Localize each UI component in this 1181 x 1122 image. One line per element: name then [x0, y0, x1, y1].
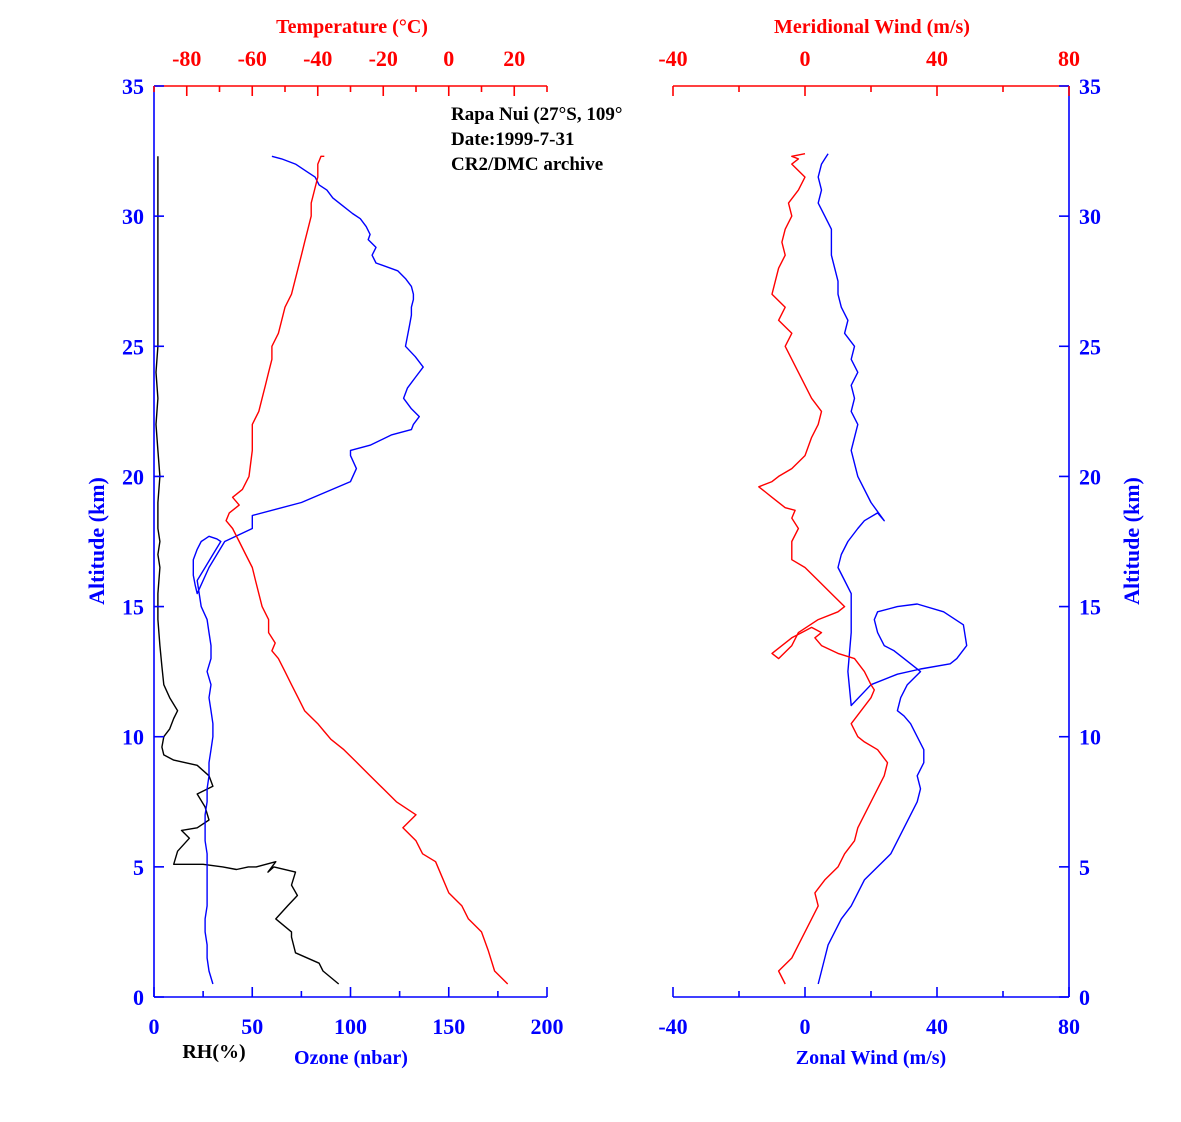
- meridional-wind-m-s-series-line: [758, 153, 889, 985]
- wind-chart-axes: 0 5 10 15 20 25 30 35 -40 0 40 80 -40 0 40 80: [658, 46, 1101, 1039]
- altitude-tick-label-20: 20: [1079, 464, 1101, 489]
- top-temperature-axis-title: Temperature (°C): [276, 16, 428, 38]
- altitude-tick-label-0: 0: [1079, 985, 1090, 1010]
- wind-chart: 0 5 10 15 20 25 30 35 -40 0 40 80 -40 0 40 80 Altitude …: [658, 16, 1144, 1069]
- altitude-tick-label-10: 10: [1079, 725, 1101, 750]
- profile-chart-axes: 0 5 10 15 20 25 30 35 0 50 100 150 200 -80 -60 -40 -20 0 2…: [122, 46, 564, 1039]
- rh-series-line: [155, 156, 340, 985]
- top-tick-label-0: 0: [443, 46, 454, 71]
- date-annotation-line: Date:1999-7-31: [451, 129, 574, 150]
- altitude-tick-label-25: 25: [1079, 334, 1101, 359]
- left-y-axis-title: Altitude (km): [84, 477, 109, 605]
- altitude-tick-label-30: 30: [1079, 204, 1101, 229]
- top-tick-label-40: -40: [303, 46, 332, 71]
- bottom-tick-label-100: 100: [334, 1014, 367, 1039]
- altitude-tick-label-0: 0: [133, 985, 144, 1010]
- altitude-tick-label-15: 15: [122, 595, 144, 620]
- meridional-wind-axis-title: Meridional Wind (m/s): [774, 16, 970, 38]
- bottom-tick-label-40: 40: [926, 1014, 948, 1039]
- altitude-tick-label-10: 10: [122, 725, 144, 750]
- bottom-tick-label-80: 80: [1058, 1014, 1080, 1039]
- top-tick-label-40: 40: [926, 46, 948, 71]
- altitude-tick-label-35: 35: [122, 74, 144, 99]
- top-tick-label-40: -40: [658, 46, 687, 71]
- zonal-wind-axis-title: Zonal Wind (m/s): [796, 1047, 946, 1069]
- altitude-tick-label-5: 5: [133, 855, 144, 880]
- bottom-tick-label-40: -40: [658, 1014, 687, 1039]
- temperature-c-series-line: [225, 155, 509, 985]
- top-tick-label-20: -20: [369, 46, 398, 71]
- altitude-tick-label-20: 20: [122, 464, 144, 489]
- ozone-axis-title: Ozone (nbar): [294, 1047, 408, 1069]
- top-tick-label-60: -60: [238, 46, 267, 71]
- bottom-tick-label-150: 150: [432, 1014, 465, 1039]
- station-annotation-line-1: Rapa Nui (27°S, 109°: [451, 104, 622, 125]
- top-tick-label-20: 20: [503, 46, 525, 71]
- top-tick-label-80: -80: [172, 46, 201, 71]
- altitude-tick-label-30: 30: [122, 204, 144, 229]
- altitude-tick-label-15: 15: [1079, 595, 1101, 620]
- bottom-tick-label-0: 0: [149, 1014, 160, 1039]
- zonal-wind-m-s-series-line: [817, 153, 968, 985]
- archive-annotation-line: CR2/DMC archive: [451, 154, 603, 175]
- top-tick-label-80: 80: [1058, 46, 1080, 71]
- altitude-tick-label-25: 25: [122, 334, 144, 359]
- bottom-tick-label-50: 50: [241, 1014, 263, 1039]
- right-y-axis-title: Altitude (km): [1119, 477, 1144, 605]
- altitude-tick-label-35: 35: [1079, 74, 1101, 99]
- rh-axis-title: RH(%): [182, 1041, 245, 1063]
- ozone-nbar-series-line: [192, 155, 424, 985]
- wind-series-lines: [758, 153, 968, 985]
- top-tick-label-0: 0: [800, 46, 811, 71]
- bottom-tick-label-200: 200: [531, 1014, 564, 1039]
- bottom-tick-label-0: 0: [800, 1014, 811, 1039]
- altitude-tick-label-5: 5: [1079, 855, 1090, 880]
- profile-series-lines: [155, 155, 509, 985]
- profile-chart: 0 5 10 15 20 25 30 35 0 50 100 150 200 -80 -60 -40 -20 0 2…: [84, 16, 622, 1069]
